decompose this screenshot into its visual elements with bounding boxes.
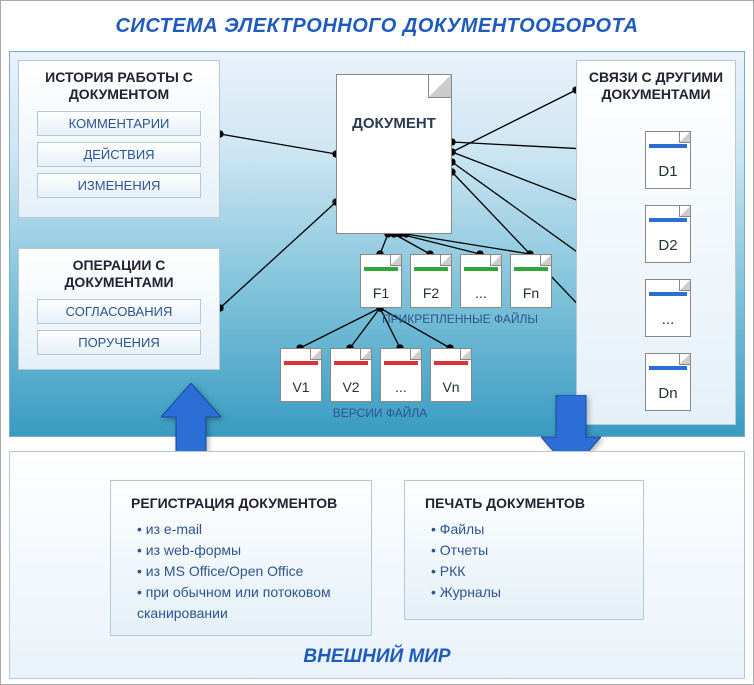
linked-document: ... [645, 279, 691, 337]
system-title: СИСТЕМА ЭЛЕКТРОННОГО ДОКУМЕНТООБОРОТА [1, 15, 753, 38]
attached-file: Fn [510, 254, 552, 308]
file-version: Vn [430, 348, 472, 402]
print-list: ФайлыОтчетыРККЖурналы [425, 519, 623, 603]
print-item: РКК [431, 561, 623, 582]
attached-file: ... [460, 254, 502, 308]
panel-links-title: СВЯЗИ С ДРУГИМИ ДОКУМЕНТАМИ [577, 69, 735, 103]
registration-item: при обычном или потоковом сканировании [137, 582, 351, 624]
external-title: ВНЕШНИЙ МИР [10, 646, 744, 668]
panel-operations-title: ОПЕРАЦИИ С ДОКУМЕНТАМИ [19, 257, 219, 291]
file-version: V1 [280, 348, 322, 402]
print-item: Отчеты [431, 540, 623, 561]
print-item: Файлы [431, 519, 623, 540]
registration-item: из MS Office/Open Office [137, 561, 351, 582]
registration-item: из web-формы [137, 540, 351, 561]
file-version: V2 [330, 348, 372, 402]
panel-item: КОММЕНТАРИИ [37, 111, 201, 136]
panel-history: ИСТОРИЯ РАБОТЫ С ДОКУМЕНТОМ КОММЕНТАРИИ Д… [18, 60, 220, 218]
panel-item: ИЗМЕНЕНИЯ [37, 173, 201, 198]
box-registration: РЕГИСТРАЦИЯ ДОКУМЕНТОВ из e-mailиз web-ф… [110, 480, 372, 636]
caption-versions: ВЕРСИИ ФАЙЛА [280, 406, 480, 420]
panel-history-title: ИСТОРИЯ РАБОТЫ С ДОКУМЕНТОМ [19, 69, 219, 103]
panel-item: СОГЛАСОВАНИЯ [37, 299, 201, 324]
arrow-up-icon [161, 383, 221, 459]
linked-document: D2 [645, 205, 691, 263]
registration-list: из e-mailиз web-формыиз MS Office/Open O… [131, 519, 351, 624]
file-version: ... [380, 348, 422, 402]
document-label: ДОКУМЕНТ [337, 115, 451, 132]
panel-operations: ОПЕРАЦИИ С ДОКУМЕНТАМИ СОГЛАСОВАНИЯ ПОРУЧ… [18, 248, 220, 370]
panel-item: ПОРУЧЕНИЯ [37, 330, 201, 355]
document-node: ДОКУМЕНТ [336, 74, 452, 234]
registration-item: из e-mail [137, 519, 351, 540]
system-area: ИСТОРИЯ РАБОТЫ С ДОКУМЕНТОМ КОММЕНТАРИИ Д… [9, 51, 745, 437]
attached-file: F1 [360, 254, 402, 308]
caption-files: ПРИКРЕПЛЕННЫЕ ФАЙЛЫ [360, 312, 560, 326]
panel-links: СВЯЗИ С ДРУГИМИ ДОКУМЕНТАМИ D1 D2... Dn [576, 60, 736, 425]
box-print: ПЕЧАТЬ ДОКУМЕНТОВ ФайлыОтчетыРККЖурналы [404, 480, 644, 620]
linked-document: Dn [645, 353, 691, 411]
registration-title: РЕГИСТРАЦИЯ ДОКУМЕНТОВ [131, 495, 351, 511]
print-item: Журналы [431, 582, 623, 603]
print-title: ПЕЧАТЬ ДОКУМЕНТОВ [425, 495, 623, 511]
attached-file: F2 [410, 254, 452, 308]
linked-document: D1 [645, 131, 691, 189]
panel-item: ДЕЙСТВИЯ [37, 142, 201, 167]
external-area: РЕГИСТРАЦИЯ ДОКУМЕНТОВ из e-mailиз web-ф… [9, 451, 745, 679]
